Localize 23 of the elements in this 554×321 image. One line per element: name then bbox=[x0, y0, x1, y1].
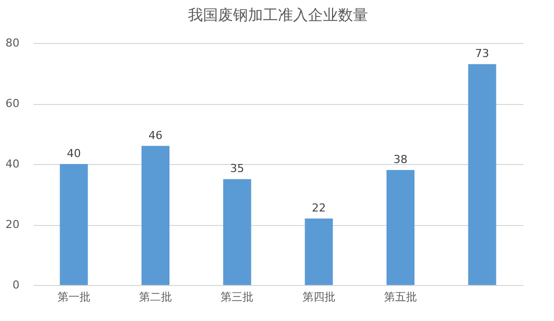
x-tick-label: 第四批 bbox=[302, 290, 336, 304]
x-tick-label: 第二批 bbox=[139, 290, 172, 304]
data-label: 35 bbox=[230, 162, 244, 176]
data-label: 38 bbox=[394, 153, 408, 166]
y-tick-label: 60 bbox=[6, 97, 20, 110]
bar bbox=[304, 218, 333, 285]
x-tick-label: 第一批 bbox=[57, 290, 90, 304]
bar bbox=[60, 164, 88, 285]
bar bbox=[142, 146, 170, 285]
y-tick-label: 20 bbox=[6, 218, 20, 231]
x-tick-label: 第五批 bbox=[384, 290, 417, 304]
bar bbox=[223, 179, 252, 285]
data-label: 40 bbox=[66, 147, 81, 160]
data-label: 46 bbox=[148, 128, 162, 142]
bar bbox=[468, 64, 496, 285]
x-tick-label: 第三批 bbox=[220, 290, 254, 304]
y-tick-label: 0 bbox=[12, 278, 20, 292]
data-label: 22 bbox=[312, 201, 326, 214]
y-tick-label: 80 bbox=[6, 36, 20, 50]
chart-title: 我国废钢加工准入企业数量 bbox=[188, 6, 368, 24]
y-tick-label: 40 bbox=[6, 158, 20, 170]
data-label: 73 bbox=[475, 47, 490, 60]
bar bbox=[386, 170, 414, 285]
